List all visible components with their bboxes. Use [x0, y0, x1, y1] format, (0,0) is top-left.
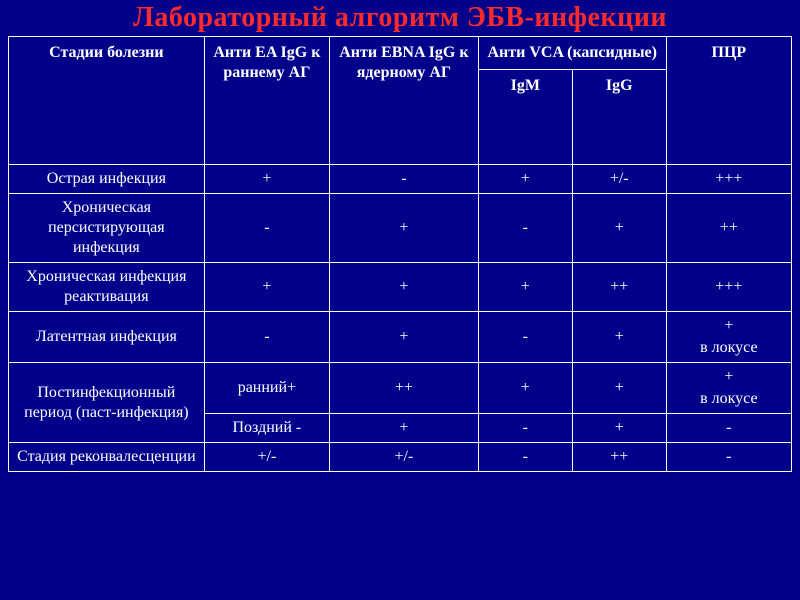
cell-igm: -	[478, 312, 572, 363]
cell-ea: -	[204, 194, 329, 263]
table-row: Стадия реконвалесценции +/- +/- - ++ -	[9, 443, 792, 472]
cell-igm: +	[478, 363, 572, 414]
cell-pcr: -	[666, 414, 791, 443]
cell-igg: ++	[572, 443, 666, 472]
cell-stage: Хроническая инфекция реактивация	[9, 263, 205, 312]
pcr-value: +	[671, 316, 787, 336]
cell-ebna: +/-	[330, 443, 479, 472]
cell-ea: +	[204, 263, 329, 312]
cell-pcr: +++	[666, 165, 791, 194]
pcr-locus-note: в локусе	[671, 338, 787, 358]
table-row: Латентная инфекция - + - + + в локусе	[9, 312, 792, 363]
cell-igg: +/-	[572, 165, 666, 194]
cell-igm: +	[478, 165, 572, 194]
cell-ea: +/-	[204, 443, 329, 472]
cell-stage: Хроническая персистирующая инфекция	[9, 194, 205, 263]
page-title: Лабораторный алгоритм ЭБВ-инфекции	[8, 2, 792, 34]
cell-stage: Постинфекционный период (паст-инфекция)	[9, 363, 205, 443]
table-body: Острая инфекция + - + +/- +++ Хроническа…	[9, 165, 792, 472]
header-igm: IgM	[478, 70, 572, 165]
cell-ebna: +	[330, 312, 479, 363]
table-row: Постинфекционный период (паст-инфекция) …	[9, 363, 792, 414]
pcr-value: +	[671, 367, 787, 387]
cell-igg: +	[572, 312, 666, 363]
header-vca: Анти VCA (капсидные)	[478, 37, 666, 70]
cell-igm: -	[478, 194, 572, 263]
cell-igg: +	[572, 363, 666, 414]
cell-igm: -	[478, 414, 572, 443]
cell-ebna: +	[330, 263, 479, 312]
cell-pcr: ++	[666, 194, 791, 263]
header-ea: Анти EA IgG к раннему АГ	[204, 37, 329, 165]
cell-ea: +	[204, 165, 329, 194]
cell-stage: Острая инфекция	[9, 165, 205, 194]
cell-stage: Стадия реконвалесценции	[9, 443, 205, 472]
cell-igm: +	[478, 263, 572, 312]
header-igg: IgG	[572, 70, 666, 165]
table-row: Хроническая инфекция реактивация + + + +…	[9, 263, 792, 312]
cell-ebna: ++	[330, 363, 479, 414]
algorithm-table: Стадии болезни Анти EA IgG к раннему АГ …	[8, 36, 792, 472]
cell-pcr: + в локусе	[666, 312, 791, 363]
cell-ea: -	[204, 312, 329, 363]
cell-ea: ранний+	[204, 363, 329, 414]
header-stage: Стадии болезни	[9, 37, 205, 165]
cell-igm: -	[478, 443, 572, 472]
cell-stage: Латентная инфекция	[9, 312, 205, 363]
cell-pcr: + в локусе	[666, 363, 791, 414]
cell-igg: +	[572, 194, 666, 263]
slide: Лабораторный алгоритм ЭБВ-инфекции Стади…	[0, 0, 800, 600]
cell-ebna: +	[330, 414, 479, 443]
cell-igg: +	[572, 414, 666, 443]
table-row: Хроническая персистирующая инфекция - + …	[9, 194, 792, 263]
cell-igg: ++	[572, 263, 666, 312]
cell-ebna: -	[330, 165, 479, 194]
cell-pcr: -	[666, 443, 791, 472]
table-row: Острая инфекция + - + +/- +++	[9, 165, 792, 194]
cell-pcr: +++	[666, 263, 791, 312]
header-ebna: Анти EBNA IgG к ядерному АГ	[330, 37, 479, 165]
cell-ea: Поздний -	[204, 414, 329, 443]
header-pcr: ПЦР	[666, 37, 791, 165]
cell-ebna: +	[330, 194, 479, 263]
table-head: Стадии болезни Анти EA IgG к раннему АГ …	[9, 37, 792, 165]
pcr-locus-note: в локусе	[671, 389, 787, 409]
